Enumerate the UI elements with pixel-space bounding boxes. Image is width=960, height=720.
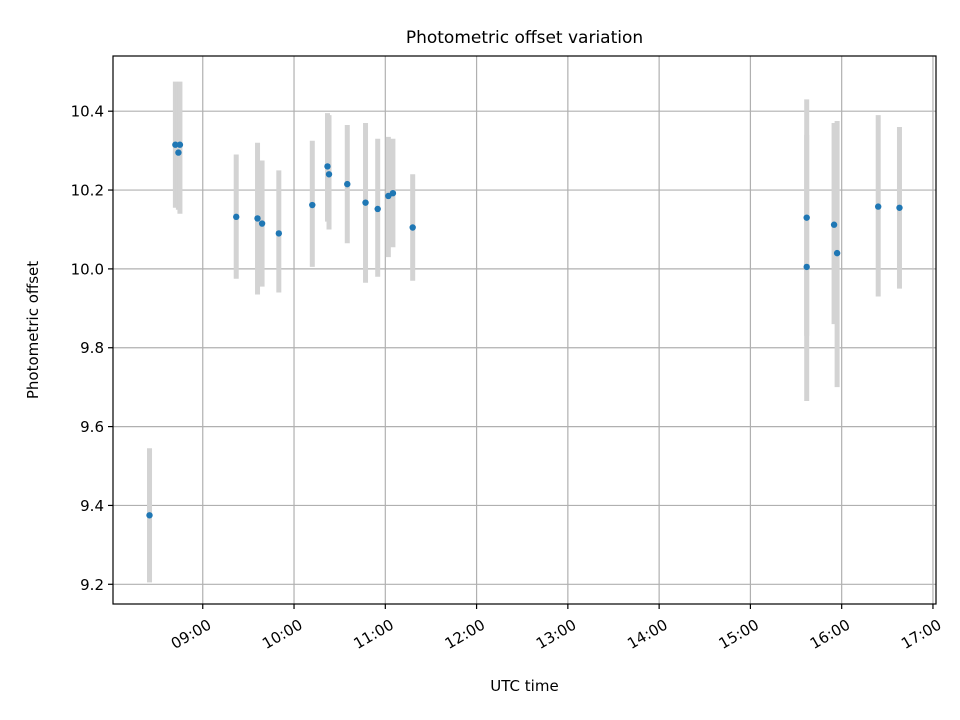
x-tick-label: 14:00 [624,616,670,653]
data-point [833,249,841,257]
data-point [325,171,333,178]
x-tick-label: 10:00 [259,616,305,653]
data-point [233,213,240,221]
y-tick-label: 9.8 [80,339,104,357]
data-point [803,214,810,221]
data-point [146,512,153,519]
data-point [275,230,283,237]
y-tick-label: 10.4 [71,103,104,121]
data-point [176,141,184,148]
data-point [309,201,316,209]
data-point [254,215,261,222]
y-tick-label: 9.6 [80,418,104,436]
plot-frame [112,55,937,605]
y-tick-label: 10.0 [71,260,104,278]
x-tick-label: 12:00 [442,616,488,653]
y-tick-label: 10.2 [71,182,104,200]
errorbars [147,81,902,583]
x-tick-label: 17:00 [898,616,944,653]
x-tick-label: 11:00 [350,616,396,653]
data-point [258,220,266,227]
data-point [389,189,397,197]
chart-title: Photometric offset variation [406,28,643,48]
grid [113,56,936,604]
data-point [324,163,331,170]
y-tick-label: 9.4 [80,497,104,515]
data-point [344,180,351,188]
x-axis-ticks: 09:00 10:00 11:00 12:00 13:00 14:00 15:00 16:00… [168,604,945,653]
data-point [175,149,182,156]
x-tick-label: 13:00 [533,616,579,653]
data-points [146,141,903,519]
x-tick-label: 16:00 [807,616,853,653]
x-axis-label: UTC time [490,677,558,695]
data-point [362,199,369,206]
data-point [374,205,381,213]
y-tick-label: 9.2 [80,576,104,594]
data-point [874,203,882,210]
x-tick-label: 15:00 [716,616,762,653]
y-axis-label: Photometric offset [24,261,42,399]
y-axis-ticks: 9.2 9.4 9.6 9.8 10.0 10.2 10.4 [71,103,113,594]
data-point [830,221,838,228]
data-point [896,204,903,211]
data-point [803,263,810,271]
data-point [409,224,416,231]
x-tick-label: 09:00 [168,616,214,653]
data-point [172,141,179,148]
